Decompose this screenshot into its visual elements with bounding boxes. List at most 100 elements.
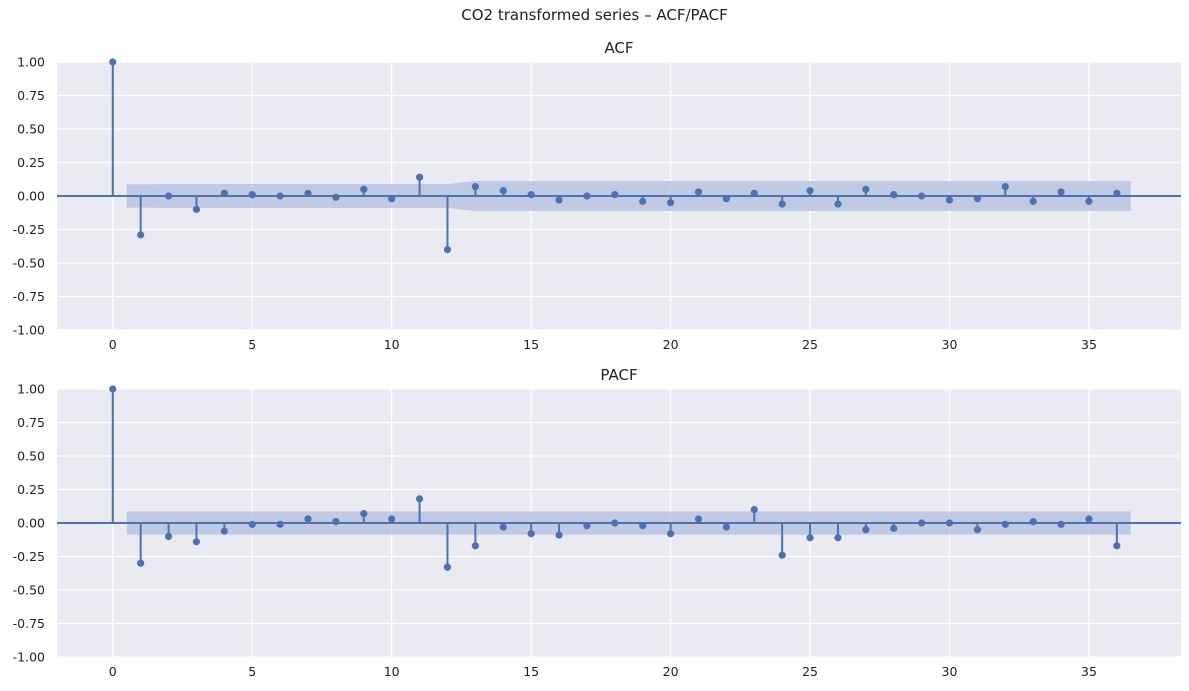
acf-marker	[1029, 197, 1037, 205]
acf-marker	[164, 192, 173, 200]
pacf-marker	[1001, 520, 1009, 528]
pacf-marker	[694, 515, 703, 523]
pacf-marker	[1113, 542, 1121, 550]
acf-y-tick-label: -0.50	[13, 256, 45, 271]
acf-marker	[918, 192, 926, 200]
acf-marker	[137, 231, 145, 239]
pacf-marker	[945, 519, 954, 527]
pacf-marker	[220, 527, 228, 535]
pacf-marker	[722, 523, 730, 531]
pacf-marker	[918, 519, 926, 527]
pacf-marker	[778, 551, 786, 559]
pacf-y-tick-label: -0.50	[13, 583, 45, 598]
pacf-marker	[164, 532, 173, 541]
acf-x-tick-label: 15	[523, 337, 539, 352]
pacf-y-tick-label: 0.75	[17, 415, 45, 430]
pacf-marker	[666, 530, 675, 538]
acf-x-tick-label: 35	[1081, 337, 1097, 352]
acf-marker	[332, 193, 340, 201]
acf-marker	[1113, 189, 1121, 197]
acf-marker	[722, 195, 730, 203]
acf-marker	[611, 191, 619, 199]
acf-panel: 0 5 10 15 20 25 30 35 -1.00 -0.75 -0.50 -0.25 0.00 0.…	[13, 39, 1181, 352]
acf-y-tick-label: -0.25	[13, 222, 45, 237]
pacf-marker	[527, 530, 535, 538]
acf-y-tick-label: -0.75	[13, 289, 45, 304]
pacf-y-tick-label: -0.25	[13, 549, 45, 564]
acf-marker	[1057, 188, 1065, 196]
acf-marker	[360, 185, 368, 193]
pacf-marker	[276, 520, 284, 528]
pacf-marker	[304, 515, 312, 523]
acf-marker	[862, 185, 870, 193]
acf-y-tick-label: 0.00	[17, 189, 45, 204]
acf-marker	[1001, 183, 1009, 191]
acf-marker	[499, 187, 507, 195]
pacf-marker	[862, 526, 870, 534]
figure-title: CO2 transformed series – ACF/PACF	[461, 6, 728, 24]
pacf-marker	[332, 518, 340, 526]
pacf-x-tick-label: 35	[1081, 664, 1097, 679]
pacf-marker	[360, 510, 368, 518]
pacf-marker	[750, 506, 758, 514]
pacf-marker	[109, 385, 117, 393]
acf-marker	[778, 200, 786, 208]
pacf-marker	[890, 524, 898, 532]
pacf-marker	[806, 534, 814, 542]
acf-marker	[415, 173, 424, 181]
acf-marker	[443, 246, 452, 254]
acf-x-tick-label: 30	[942, 337, 958, 352]
acf-marker	[555, 196, 563, 204]
pacf-x-tick-label: 25	[802, 664, 818, 679]
acf-marker	[973, 195, 981, 203]
acf-marker	[834, 200, 842, 208]
pacf-panel: 0 5 10 15 20 25 30 35 -1.00 -0.75 -0.50 -0.25 0.00 0.…	[13, 366, 1181, 679]
pacf-marker	[555, 531, 563, 539]
acf-y-tick-label: 0.25	[17, 155, 45, 170]
pacf-x-tick-label: 20	[663, 664, 679, 679]
pacf-y-tick-label: 0.00	[17, 516, 45, 531]
acf-x-tick-label: 10	[384, 337, 400, 352]
pacf-marker	[248, 520, 256, 528]
acf-marker	[1085, 197, 1093, 205]
acf-marker	[694, 188, 703, 196]
acf-marker	[192, 205, 201, 213]
pacf-y-tick-label: 1.00	[17, 382, 45, 397]
pacf-marker	[583, 522, 591, 530]
pacf-y-tick-label: -0.75	[13, 616, 45, 631]
acf-marker	[666, 199, 675, 207]
pacf-marker	[611, 519, 619, 527]
acf-marker	[806, 187, 814, 195]
acf-marker	[527, 191, 535, 199]
pacf-marker	[388, 515, 396, 523]
acf-x-tick-label: 5	[248, 337, 256, 352]
acf-x-tick-label: 20	[663, 337, 679, 352]
pacf-marker	[1057, 520, 1065, 528]
acf-marker	[276, 192, 284, 200]
pacf-marker	[471, 542, 479, 550]
pacf-marker	[415, 495, 424, 503]
pacf-x-tick-label: 15	[523, 664, 539, 679]
acf-marker	[304, 189, 312, 197]
acf-y-tick-label: 1.00	[17, 55, 45, 70]
pacf-x-tick-label: 10	[384, 664, 400, 679]
acf-marker	[388, 195, 396, 203]
acf-marker	[248, 191, 256, 199]
acf-marker	[109, 58, 117, 66]
pacf-marker	[834, 534, 842, 542]
pacf-y-tick-label: -1.00	[13, 650, 45, 665]
acf-y-tick-label: -1.00	[13, 323, 45, 338]
acf-y-tick-label: 0.75	[17, 88, 45, 103]
pacf-marker	[1085, 515, 1093, 523]
pacf-marker	[1029, 518, 1037, 526]
pacf-marker	[973, 526, 981, 534]
acf-marker	[639, 197, 647, 205]
pacf-marker	[443, 563, 452, 571]
pacf-panel-title: PACF	[600, 366, 637, 384]
pacf-marker	[137, 559, 145, 567]
acf-x-tick-label: 0	[109, 337, 117, 352]
pacf-marker	[639, 522, 647, 530]
pacf-x-tick-label: 30	[942, 664, 958, 679]
pacf-x-tick-label: 0	[109, 664, 117, 679]
acf-marker	[890, 191, 898, 199]
